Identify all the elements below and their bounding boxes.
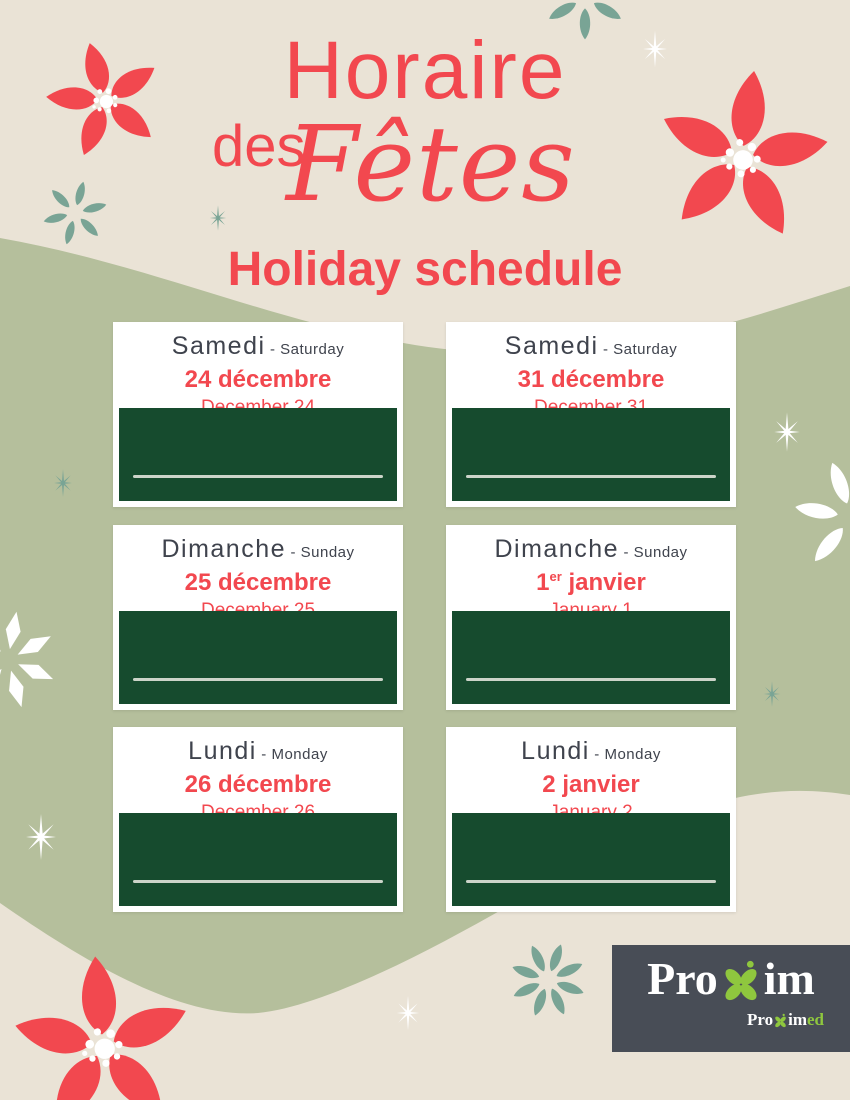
- day-name-en: - Saturday: [270, 341, 345, 358]
- day-name-fr: Dimanche: [161, 535, 287, 563]
- write-line: [133, 880, 383, 883]
- card-header: Dimanche - Sunday 25 décembre December 2…: [113, 525, 403, 621]
- star-asterisk-icon: [209, 205, 227, 231]
- write-line: [133, 475, 383, 478]
- day-name-en: - Sunday: [623, 544, 688, 561]
- logo-text-pre: Pro: [647, 953, 718, 1004]
- hours-writein-box: [119, 813, 397, 906]
- hours-writein-box: [452, 813, 730, 906]
- title-des: des: [212, 114, 306, 179]
- proximed-wordmark: Pro im ed: [746, 1010, 824, 1029]
- date-fr: 26 décembre: [184, 771, 332, 798]
- proxim-wordmark: Pro im: [612, 955, 850, 1003]
- hours-writein-box: [452, 611, 730, 704]
- proxim-x-leaf-icon: [725, 960, 757, 1001]
- day-name-fr: Lundi: [188, 737, 257, 765]
- title-holiday-schedule: Holiday schedule: [227, 243, 623, 296]
- write-line: [466, 880, 716, 883]
- date-fr: 2 janvier: [542, 771, 640, 798]
- write-line: [466, 678, 716, 681]
- day-name-fr: Dimanche: [494, 535, 620, 563]
- schedule-card-dec31: Samedi - Saturday 31 décembre December 3…: [446, 322, 736, 507]
- day-name-en: - Monday: [594, 746, 661, 763]
- day-name-en: - Sunday: [290, 544, 355, 561]
- write-line: [466, 475, 716, 478]
- snowflake-icon: [500, 932, 597, 1029]
- card-header: Samedi - Saturday 24 décembre December 2…: [113, 322, 403, 418]
- hours-writein-box: [452, 408, 730, 501]
- card-header: Lundi - Monday 2 janvier January 2: [446, 727, 736, 823]
- logo-text-post: im: [763, 953, 815, 1004]
- card-header: Samedi - Saturday 31 décembre December 3…: [446, 322, 736, 418]
- hours-writein-box: [119, 408, 397, 501]
- date-fr: 24 décembre: [184, 366, 332, 393]
- day-name-en: - Saturday: [603, 341, 678, 358]
- card-header: Lundi - Monday 26 décembre December 26: [113, 727, 403, 823]
- hours-writein-box: [119, 611, 397, 704]
- schedule-card-dec25: Dimanche - Sunday 25 décembre December 2…: [113, 525, 403, 710]
- title-horaire: Horaire: [283, 25, 567, 116]
- title-fetes: Fêtes: [286, 103, 576, 225]
- date-fr: 25 décembre: [184, 569, 332, 596]
- card-header: Dimanche - Sunday 1er janvier January 1: [446, 525, 736, 621]
- schedule-card-jan1: Dimanche - Sunday 1er janvier January 1: [446, 525, 736, 710]
- schedule-card-dec24: Samedi - Saturday 24 décembre December 2…: [113, 322, 403, 507]
- snowflake-icon: [38, 174, 113, 252]
- proximed-x-leaf-icon: [775, 1013, 786, 1027]
- day-name-en: - Monday: [261, 746, 328, 763]
- schedule-card-jan2: Lundi - Monday 2 janvier January 2: [446, 727, 736, 912]
- day-name-fr: Lundi: [521, 737, 590, 765]
- date-fr: 31 décembre: [517, 366, 665, 393]
- schedule-card-dec26: Lundi - Monday 26 décembre December 26: [113, 727, 403, 912]
- day-name-fr: Samedi: [504, 332, 599, 360]
- date-fr: 1er janvier: [536, 569, 646, 596]
- proxim-logo: Pro im Pro: [612, 945, 850, 1052]
- write-line: [133, 678, 383, 681]
- day-name-fr: Samedi: [171, 332, 266, 360]
- sparkle-icon: [396, 995, 420, 1031]
